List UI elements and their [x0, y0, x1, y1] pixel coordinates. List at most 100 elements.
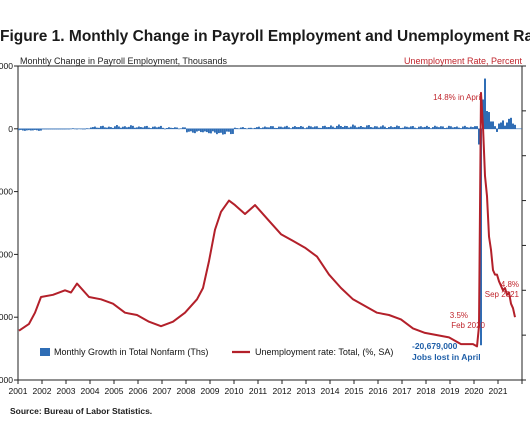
bar — [394, 126, 396, 129]
bar — [236, 128, 238, 129]
bar — [240, 127, 242, 129]
bar — [130, 125, 132, 129]
bar — [134, 127, 136, 129]
bar — [122, 126, 124, 129]
x-tick-label: 2019 — [441, 386, 460, 396]
x-tick-label: 2010 — [225, 386, 244, 396]
bar — [110, 127, 112, 129]
bar — [460, 128, 462, 129]
left-tick-label: 0 — [8, 124, 13, 134]
bar — [386, 128, 388, 129]
bar — [106, 127, 108, 129]
bar — [126, 127, 128, 129]
annotation-feb-date: Feb 2020 — [451, 321, 485, 330]
bar — [406, 126, 408, 129]
annotation-jobs-lost-label: Jobs lost in April — [412, 352, 481, 362]
bar — [366, 125, 368, 129]
bar — [146, 125, 148, 129]
x-tick-label: 2004 — [81, 386, 100, 396]
bar — [470, 126, 472, 129]
bar — [208, 128, 210, 134]
bar — [104, 127, 106, 129]
bar — [174, 127, 176, 129]
bar — [504, 125, 506, 129]
bar — [30, 128, 32, 131]
bar — [160, 125, 162, 129]
bar — [248, 127, 250, 129]
bar — [332, 126, 334, 129]
bar — [284, 126, 286, 129]
bar — [358, 126, 360, 129]
bar — [494, 126, 496, 129]
x-tick-label: 2016 — [369, 386, 388, 396]
bar — [204, 128, 206, 132]
bar — [502, 120, 504, 129]
x-tick-label: 2014 — [321, 386, 340, 396]
bar — [96, 127, 98, 129]
bar — [202, 128, 204, 133]
bar — [432, 127, 434, 129]
bar — [424, 126, 426, 129]
bar — [450, 126, 452, 129]
bar — [326, 127, 328, 129]
bar — [488, 112, 490, 129]
bar — [200, 128, 202, 133]
bar — [46, 128, 48, 130]
bar — [508, 118, 510, 129]
bar — [512, 123, 514, 129]
bar — [56, 128, 58, 130]
bar — [136, 127, 138, 129]
bar — [144, 126, 146, 129]
x-tick-label: 2008 — [177, 386, 196, 396]
bar — [414, 127, 416, 129]
bar — [362, 127, 364, 129]
bar — [348, 127, 350, 129]
bar — [382, 125, 384, 129]
bar — [320, 127, 322, 129]
bar — [52, 128, 54, 130]
bar — [156, 127, 158, 129]
bar — [466, 127, 468, 129]
plot-frame — [17, 65, 523, 381]
bar — [254, 127, 256, 129]
bar — [256, 127, 258, 129]
bar — [118, 126, 120, 129]
bar — [480, 128, 482, 346]
bar — [286, 125, 288, 129]
bar — [346, 126, 348, 129]
bar — [226, 128, 228, 132]
bar — [390, 126, 392, 129]
x-tick-label: 2021 — [489, 386, 508, 396]
bar — [262, 127, 264, 129]
bar — [462, 126, 464, 129]
bar-series — [18, 78, 522, 346]
x-tick-label: 2013 — [297, 386, 316, 396]
bar — [288, 127, 290, 129]
x-tick-label: 2009 — [201, 386, 220, 396]
bar — [344, 125, 346, 129]
annotations: 14.8% in April 3.5% Feb 2020 -20,679,000… — [412, 93, 520, 362]
bar — [400, 127, 402, 129]
bar — [90, 127, 92, 129]
bar — [108, 126, 110, 129]
bar — [138, 126, 140, 129]
bar — [412, 126, 414, 129]
bar — [336, 125, 338, 129]
bar — [132, 125, 134, 129]
bar — [352, 124, 354, 129]
bar — [318, 127, 320, 129]
bar — [302, 126, 304, 129]
bar — [378, 127, 380, 129]
bar — [124, 126, 126, 129]
bar — [114, 126, 116, 129]
chart-title: Figure 1. Monthly Change in Payroll Empl… — [0, 28, 530, 45]
bar — [250, 127, 252, 129]
bar — [474, 126, 476, 129]
bar — [384, 126, 386, 129]
bar — [24, 128, 26, 131]
bar — [420, 126, 422, 129]
bar — [112, 127, 114, 129]
bar — [166, 127, 168, 129]
bar — [272, 126, 274, 129]
